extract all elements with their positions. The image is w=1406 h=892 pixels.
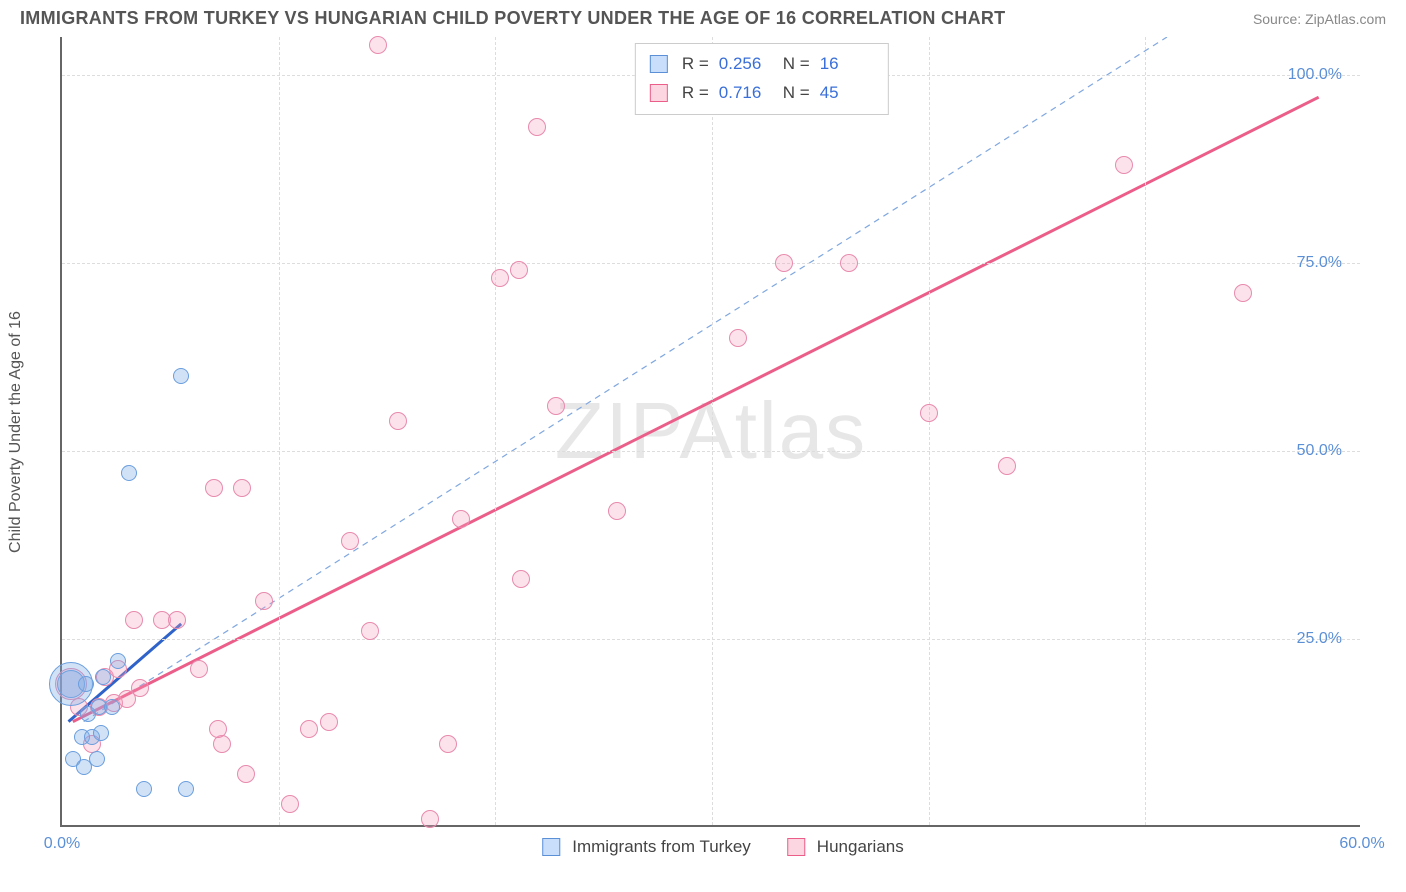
r-label: R = <box>682 50 709 79</box>
chart-title: IMMIGRANTS FROM TURKEY VS HUNGARIAN CHIL… <box>20 8 1005 29</box>
hungarians-marker <box>1234 284 1252 302</box>
turkey-marker <box>104 699 120 715</box>
source-name: ZipAtlas.com <box>1305 11 1386 27</box>
chart-container: Child Poverty Under the Age of 16 ZIPAtl… <box>60 37 1386 827</box>
hungarians-marker <box>439 735 457 753</box>
hungarians-marker <box>920 404 938 422</box>
hungarians-marker <box>547 397 565 415</box>
n-label: N = <box>783 50 810 79</box>
turkey-marker <box>178 781 194 797</box>
gridline-vertical <box>495 37 496 825</box>
hungarians-marker <box>190 660 208 678</box>
hungarians-marker <box>775 254 793 272</box>
y-axis-label: Child Poverty Under the Age of 16 <box>7 311 25 553</box>
legend-label: Hungarians <box>817 837 904 857</box>
hungarians-marker <box>421 810 439 828</box>
hungarians-marker <box>209 720 227 738</box>
gridline-horizontal <box>62 451 1360 452</box>
x-tick-label: 60.0% <box>1339 835 1384 853</box>
gridline-vertical <box>929 37 930 825</box>
n-value: 45 <box>820 79 874 108</box>
y-tick-label: 25.0% <box>1297 630 1342 648</box>
hungarians-marker <box>341 532 359 550</box>
y-tick-label: 50.0% <box>1297 442 1342 460</box>
turkey-marker <box>173 368 189 384</box>
hungarians-marker <box>320 713 338 731</box>
legend-swatch <box>787 838 805 856</box>
n-value: 16 <box>820 50 874 79</box>
source-prefix: Source: <box>1253 11 1305 27</box>
hungarians-marker <box>452 510 470 528</box>
hungarians-marker <box>608 502 626 520</box>
hungarians-marker <box>255 592 273 610</box>
hungarians-marker <box>389 412 407 430</box>
gridline-horizontal <box>62 639 1360 640</box>
series-legend: Immigrants from Turkey Hungarians <box>542 837 904 857</box>
gridline-vertical <box>279 37 280 825</box>
legend-item: Immigrants from Turkey <box>542 837 751 857</box>
correlation-legend: R = 0.256 N = 16 R = 0.716 N = 45 <box>635 43 889 115</box>
hungarians-marker <box>369 36 387 54</box>
hungarians-marker <box>125 611 143 629</box>
legend-stats-row: R = 0.716 N = 45 <box>650 79 874 108</box>
hungarians-marker <box>528 118 546 136</box>
hungarians-marker <box>510 261 528 279</box>
hungarians-marker <box>131 679 149 697</box>
turkey-marker <box>78 676 94 692</box>
title-bar: IMMIGRANTS FROM TURKEY VS HUNGARIAN CHIL… <box>0 0 1406 33</box>
hungarians-marker <box>491 269 509 287</box>
hungarians-marker <box>1115 156 1133 174</box>
turkey-marker <box>95 669 111 685</box>
legend-stats-row: R = 0.256 N = 16 <box>650 50 874 79</box>
n-label: N = <box>783 79 810 108</box>
turkey-marker <box>136 781 152 797</box>
hungarians-marker <box>998 457 1016 475</box>
gridline-vertical <box>1145 37 1146 825</box>
legend-swatch <box>650 84 668 102</box>
hungarians-marker <box>237 765 255 783</box>
hungarians-marker <box>281 795 299 813</box>
gridline-horizontal <box>62 263 1360 264</box>
x-tick-label: 0.0% <box>44 835 80 853</box>
gridline-vertical <box>712 37 713 825</box>
turkey-marker <box>89 751 105 767</box>
hungarians-marker <box>300 720 318 738</box>
hungarians-marker <box>168 611 186 629</box>
legend-label: Immigrants from Turkey <box>572 837 751 857</box>
legend-swatch <box>542 838 560 856</box>
plot-area: ZIPAtlas R = 0.256 N = 16 R = 0.716 N = 45 25.0… <box>60 37 1360 827</box>
turkey-marker <box>110 653 126 669</box>
legend-item: Hungarians <box>787 837 904 857</box>
turkey-marker <box>121 465 137 481</box>
r-label: R = <box>682 79 709 108</box>
hungarians-marker <box>840 254 858 272</box>
hungarians-marker <box>512 570 530 588</box>
hungarians-marker <box>205 479 223 497</box>
r-value: 0.256 <box>719 50 773 79</box>
watermark: ZIPAtlas <box>555 385 867 477</box>
hungarians-marker <box>233 479 251 497</box>
legend-swatch <box>650 55 668 73</box>
y-tick-label: 75.0% <box>1297 254 1342 272</box>
source-attribution: Source: ZipAtlas.com <box>1253 11 1386 27</box>
y-tick-label: 100.0% <box>1288 66 1342 84</box>
r-value: 0.716 <box>719 79 773 108</box>
hungarians-marker <box>729 329 747 347</box>
hungarians-marker <box>361 622 379 640</box>
turkey-marker <box>93 725 109 741</box>
